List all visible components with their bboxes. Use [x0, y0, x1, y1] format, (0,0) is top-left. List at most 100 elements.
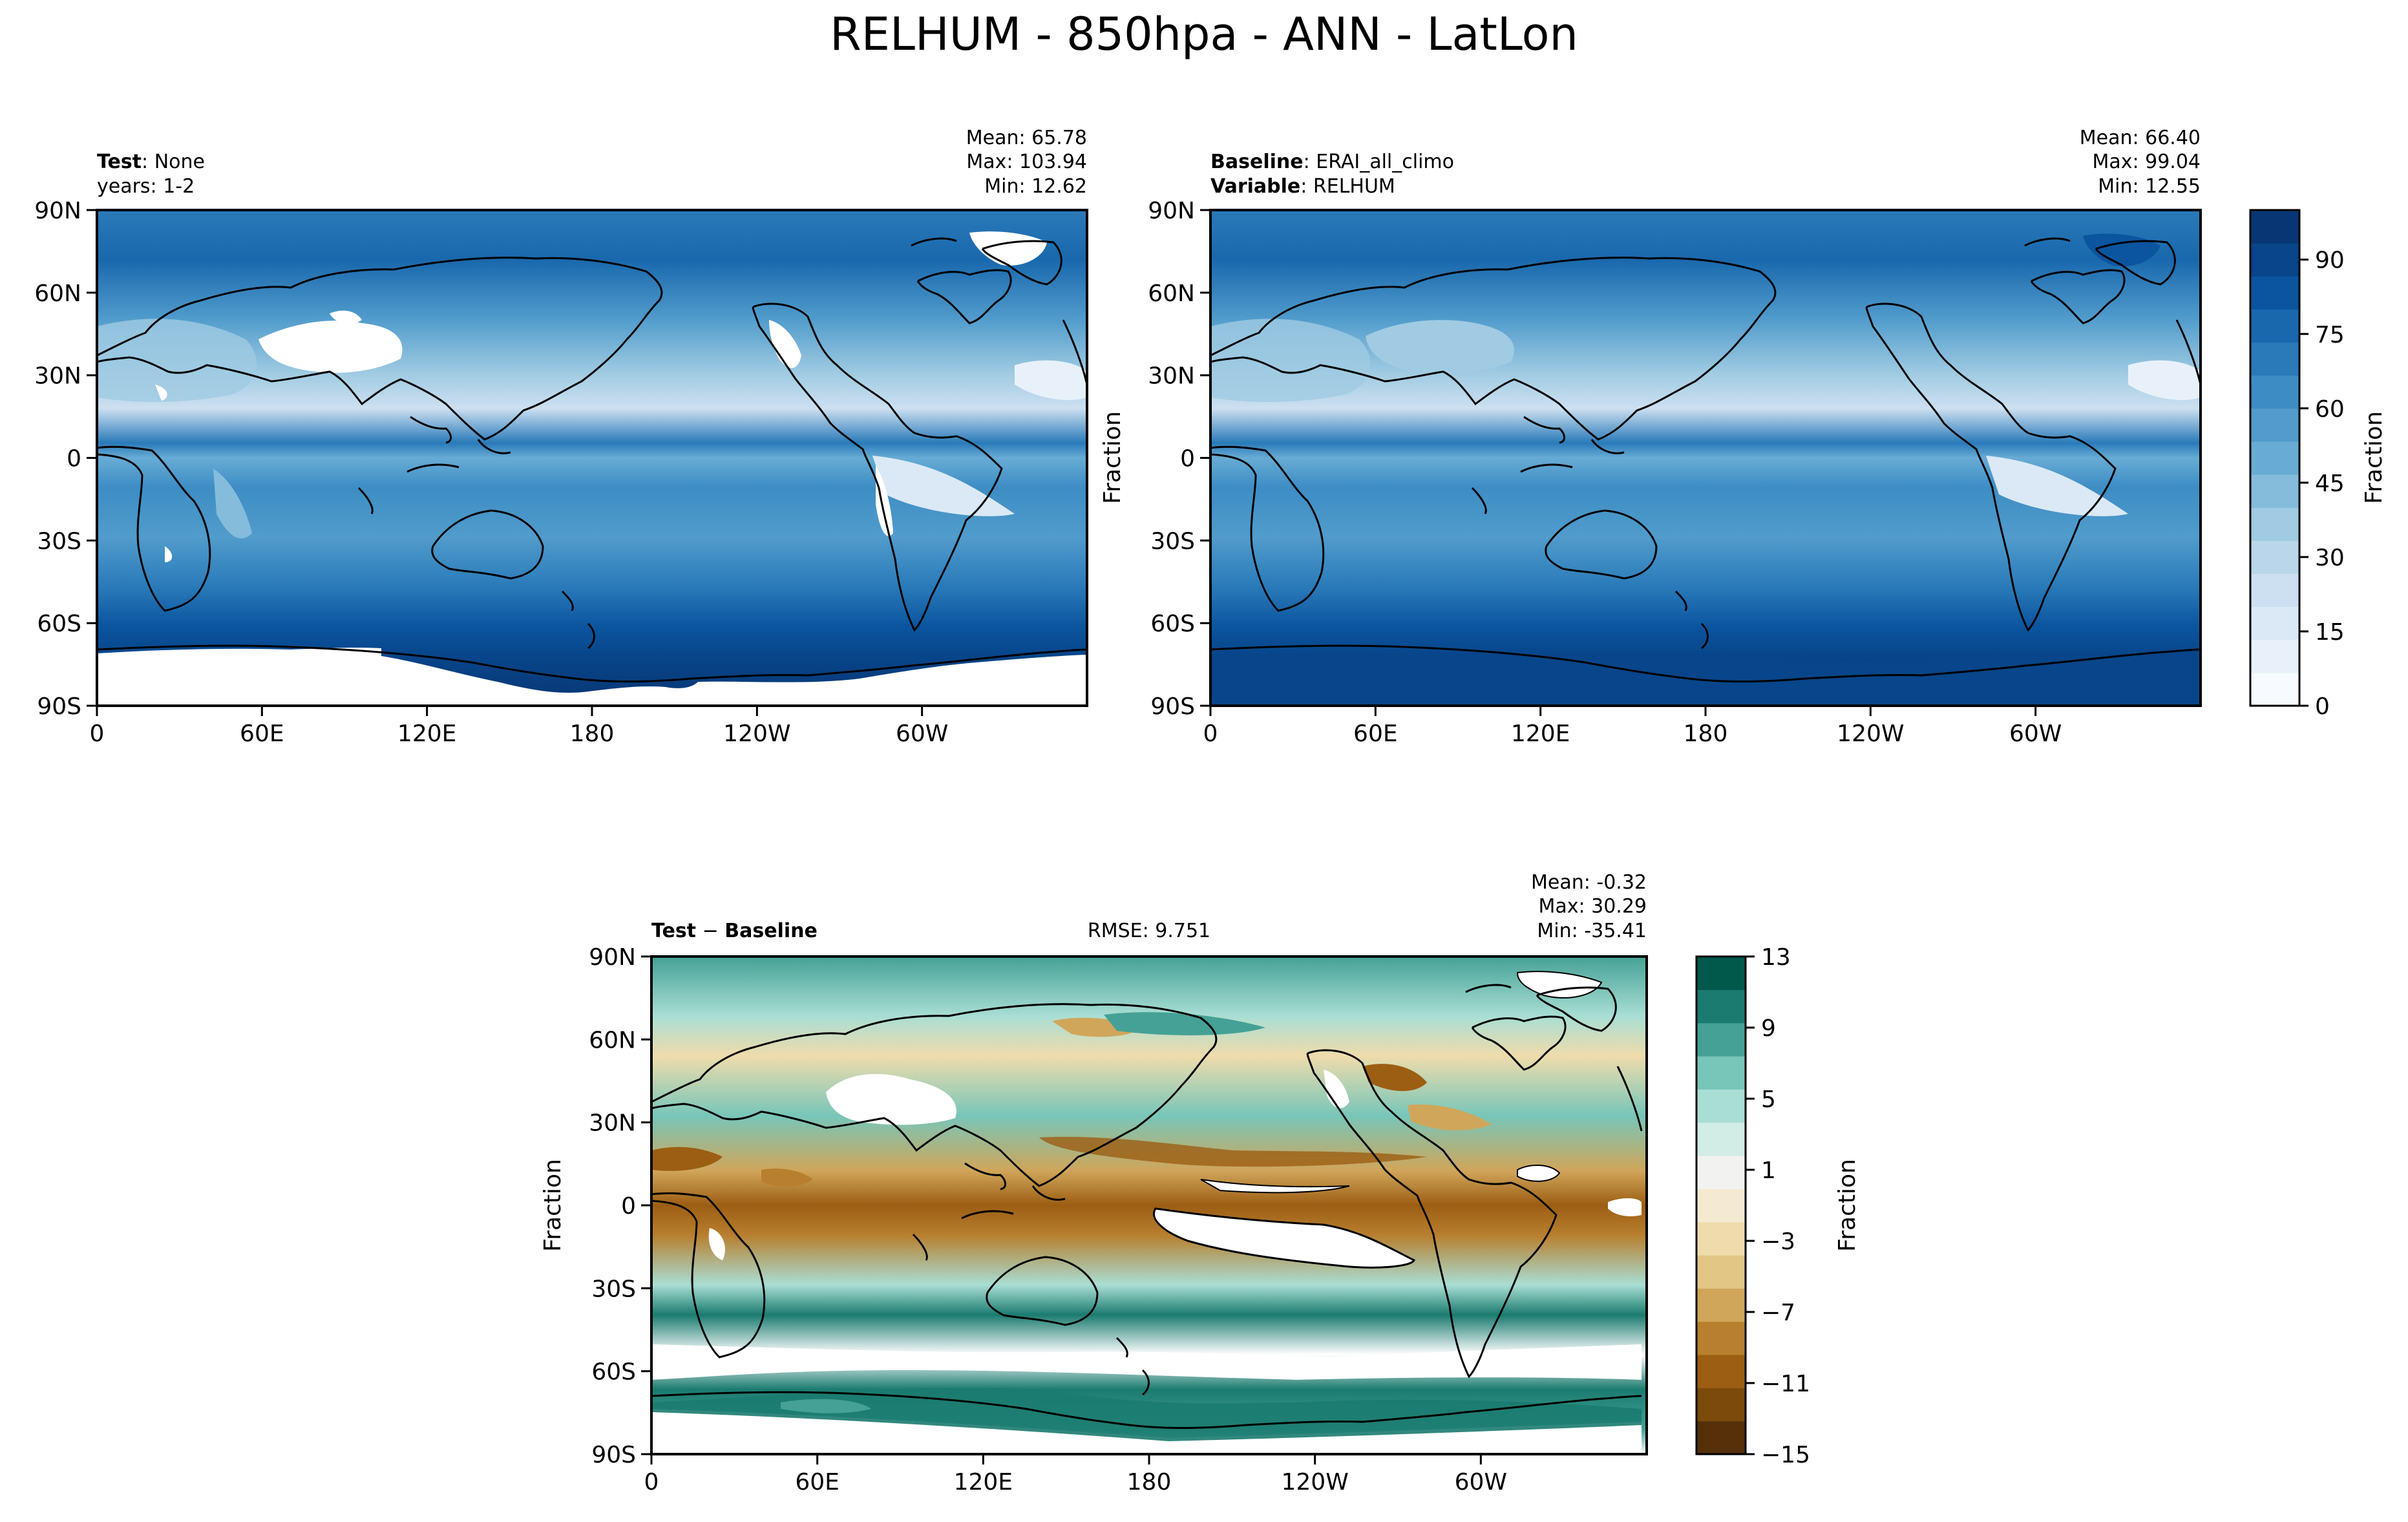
ytick-label-test: 30N: [34, 363, 81, 390]
colorbar-main-level: [2250, 243, 2299, 277]
colorbar-diff-level: [1696, 1421, 1746, 1455]
axes-layer: 0 60E 120E 180 120W 60W 90N 60N 30N 0 30S 60S 90S 0 60…: [34, 198, 2062, 1496]
colorbar-main-level: [2250, 276, 2299, 310]
ytick-label-baseline: 30N: [1148, 363, 1195, 390]
colorbar-diff-tick-label: −3: [1761, 1229, 1795, 1255]
colorbar-main-level: [2250, 342, 2299, 376]
test-map: [97, 210, 1087, 706]
colorbar-diff-tick-label: 5: [1761, 1086, 1776, 1113]
colorbar-diff-level: [1696, 1221, 1746, 1256]
diff-rmse: RMSE: 9.751: [1088, 920, 1210, 942]
ytick-label-test: 30S: [37, 528, 81, 555]
ytick-label-test: 60N: [34, 280, 81, 307]
xtick-label-diff: 60W: [1455, 1469, 1507, 1496]
test-mean: Mean: 65.78: [966, 127, 1087, 149]
baseline-max: Max: 99.04: [2092, 151, 2201, 173]
colorbar-main-level: [2250, 672, 2299, 706]
xtick-label-test: 60W: [896, 721, 948, 747]
xtick-label-baseline: 0: [1203, 721, 1218, 747]
ytick-label-baseline: 30S: [1150, 528, 1195, 555]
colorbar-diff-level: [1696, 1089, 1746, 1123]
colorbar-diff-level: [1696, 1288, 1746, 1322]
ytick-label-diff: 0: [621, 1193, 636, 1220]
xtick-label-test: 120E: [397, 721, 456, 747]
diff-map: [651, 957, 1647, 1454]
ytick-label-test: 90N: [34, 198, 81, 224]
baseline-map: [1210, 210, 2201, 706]
colorbar-diff-level: [1696, 1321, 1746, 1355]
xtick-label-diff: 180: [1127, 1469, 1172, 1496]
colorbar-main-tick-label: 60: [2315, 396, 2345, 423]
colorbar-main-tick-label: 30: [2315, 545, 2345, 571]
colorbar-diff-tick-label: 9: [1761, 1015, 1776, 1042]
xtick-label-test: 60E: [240, 721, 284, 747]
colorbar-diff-tick-label: −15: [1761, 1442, 1810, 1468]
panel-test: Test: None years: 1-2 Mean: 65.78 Max: 1…: [96, 127, 1088, 707]
colorbar-diff-level: [1696, 1156, 1746, 1189]
ytick-label-diff: 30N: [589, 1110, 636, 1137]
colorbar-main-level: [2250, 408, 2299, 442]
colorbar-main-label: Fraction: [2361, 411, 2387, 504]
diff-max: Max: 30.29: [1538, 895, 1647, 918]
colorbar-main-tick-label: 0: [2315, 693, 2330, 720]
colorbar-main-level: [2250, 606, 2299, 640]
colorbar-main-level: [2250, 441, 2299, 475]
xtick-label-diff: 120W: [1282, 1469, 1349, 1496]
ytick-label-test: 90S: [37, 693, 81, 720]
xtick-label-test: 120W: [723, 721, 790, 747]
colorbar-diff-level: [1696, 1355, 1746, 1388]
test-header: Test: None: [97, 151, 205, 173]
xtick-label-diff: 120E: [954, 1469, 1013, 1496]
colorbar-diff-level: [1696, 957, 1746, 990]
baseline-mean: Mean: 66.40: [2080, 127, 2201, 149]
colorbar-main-level: [2250, 375, 2299, 409]
colorbar-diff-level: [1696, 1388, 1746, 1422]
colorbar-main: 0 15 30 45 60 75 90: [2249, 209, 2345, 720]
baseline-header: Baseline: ERAI_all_climo: [1210, 151, 1454, 173]
colorbar-diff-frame: [1695, 955, 1747, 1455]
ytick-label-test: 60S: [37, 611, 81, 637]
colorbar-main-level: [2250, 573, 2299, 608]
ytick-label-baseline: 0: [1180, 446, 1195, 472]
colorbar-main-level: [2250, 210, 2299, 244]
baseline-ylabel: Fraction: [1099, 411, 1126, 504]
colorbar-diff-level: [1696, 1022, 1746, 1057]
ytick-label-diff: 90N: [589, 944, 636, 971]
colorbar-diff-level: [1696, 1056, 1746, 1090]
colorbar-diff-level: [1696, 1122, 1746, 1156]
colorbar-diff-tick-label: −7: [1761, 1300, 1795, 1326]
colorbar-main-level: [2250, 474, 2299, 508]
colorbar-diff-level: [1696, 989, 1746, 1024]
colorbar-diff-tick-label: −11: [1761, 1371, 1810, 1397]
xtick-label-test: 0: [90, 721, 105, 747]
diff-min: Min: -35.41: [1537, 920, 1647, 942]
colorbar-main-tick-label: 90: [2315, 248, 2345, 274]
xtick-label-test: 180: [570, 721, 615, 747]
colorbar-main-level: [2250, 507, 2299, 541]
xtick-label-baseline: 120E: [1511, 721, 1570, 747]
colorbar-main-tick-label: 15: [2315, 619, 2345, 646]
diff-ylabel: Fraction: [540, 1159, 566, 1252]
panel-diff: Test − Baseline RMSE: 9.751 Mean: -0.32 …: [540, 871, 1648, 1455]
colorbar-main-tick-label: 75: [2315, 322, 2345, 348]
xtick-label-diff: 0: [644, 1469, 659, 1496]
figure-title: RELHUM - 850hpa - ANN - LatLon: [830, 8, 1578, 61]
baseline-variable: Variable: RELHUM: [1210, 175, 1395, 198]
colorbar-diff-tick-label: 1: [1761, 1157, 1776, 1184]
test-max: Max: 103.94: [966, 151, 1087, 173]
ytick-label-baseline: 90S: [1150, 693, 1195, 720]
xtick-label-diff: 60E: [795, 1469, 840, 1496]
ytick-label-diff: 60N: [589, 1027, 636, 1053]
xtick-label-baseline: 180: [1684, 721, 1728, 747]
colorbar-diff-tick-label: 13: [1761, 944, 1791, 971]
colorbar-diff-level: [1696, 1189, 1746, 1223]
xtick-label-baseline: 120W: [1837, 721, 1904, 747]
colorbar-main-tick-label: 45: [2315, 470, 2345, 497]
ytick-label-baseline: 60S: [1150, 611, 1195, 637]
diff-mean: Mean: -0.32: [1531, 871, 1647, 894]
xtick-label-baseline: 60W: [2009, 721, 2062, 747]
ytick-label-baseline: 60N: [1148, 280, 1195, 307]
test-years: years: 1-2: [97, 175, 195, 198]
baseline-min: Min: 12.55: [2098, 175, 2201, 198]
